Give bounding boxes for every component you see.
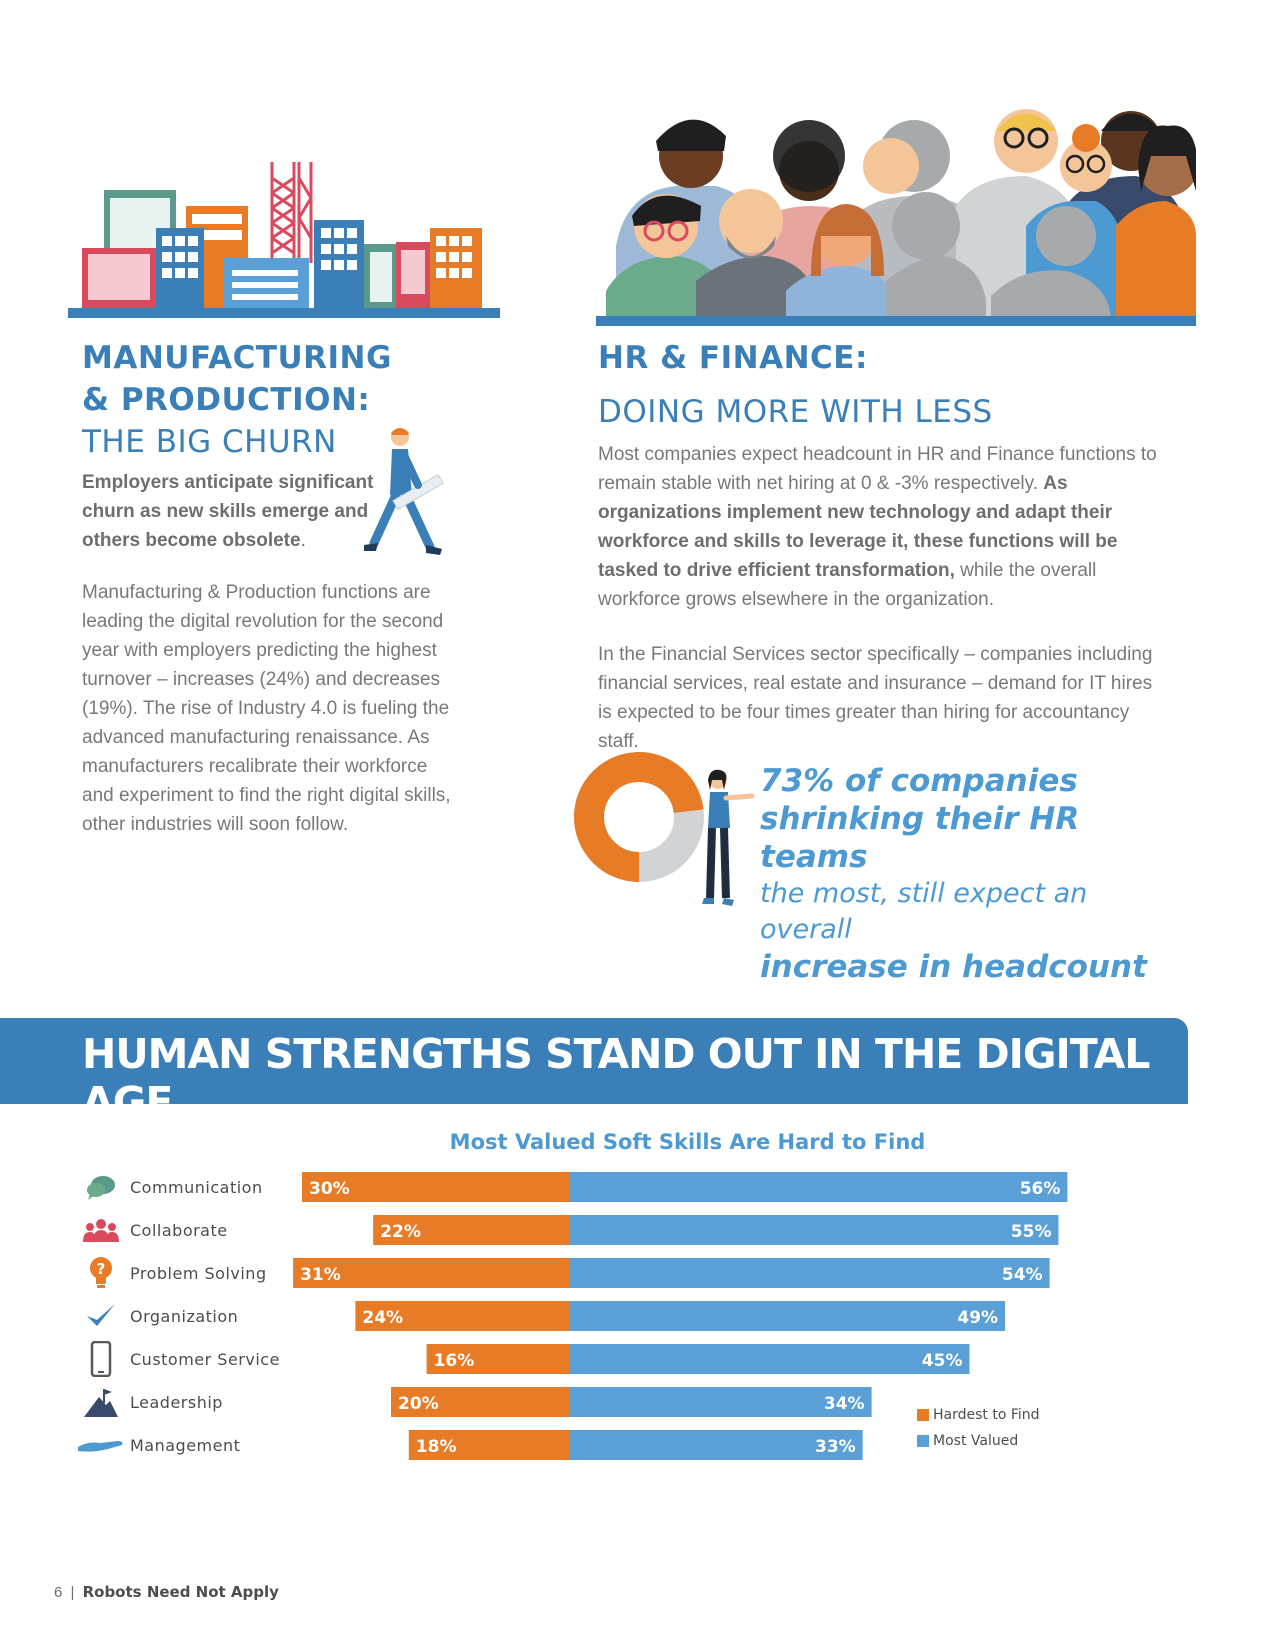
donut-value-arc [574,752,704,882]
category-row: ? Problem Solving [78,1256,288,1290]
category-row: Leadership [78,1387,288,1417]
legend-item-valued: Most Valued [917,1428,1040,1454]
bar-hardest-to-find [373,1215,569,1245]
bar-hardest-to-find [426,1344,569,1374]
smartphone-icon [78,1341,124,1377]
bar-most-valued [569,1215,1059,1245]
bar-label-hardest: 16% [434,1351,475,1371]
bar-most-valued [569,1258,1050,1288]
bar-hardest-to-find [391,1387,569,1417]
manufacturing-heading-line1: MANUFACTURING [82,340,392,376]
stat-line-2: shrinking their HR teams [760,801,1080,875]
legend-swatch-orange [917,1409,929,1421]
category-row: Management [78,1430,288,1460]
manufacturing-subheading: THE BIG CHURN [82,424,337,460]
mountain-flag-icon [78,1387,124,1417]
hr-statistic-callout: 73% of companies shrinking their HR team… [760,762,1180,986]
soft-skills-bar-chart: 30% 56% 22% 55% 31% 54% 24% 49% 16% 45% 20% 34% 18% 3… [293,1172,1068,1460]
checkmark-icon [78,1302,124,1330]
bar-most-valued [569,1172,1068,1202]
footer-separator: | [70,1584,75,1601]
bar-label-valued: 34% [824,1394,865,1414]
category-row: Communication [78,1172,288,1202]
legend-swatch-blue [917,1435,929,1447]
bar-label-hardest: 31% [300,1265,341,1285]
lead-period: . [300,530,306,551]
manufacturing-heading-line2: & PRODUCTION: [82,382,371,418]
lead-line-3: others become obsolete [82,530,301,551]
page-number: 6 [54,1584,63,1601]
hr-finance-subheading: DOING MORE WITH LESS [598,394,993,430]
hr-finance-paragraph-2: In the Financial Services sector specifi… [598,644,1153,752]
category-label: Collaborate [130,1220,228,1240]
bar-most-valued [569,1301,1006,1331]
woman-pointing-icon [702,769,755,906]
lead-line-1: Employers anticipate significant [82,472,374,493]
lightbulb-question-icon: ? [78,1256,124,1290]
walking-man-icon [364,428,444,555]
category-label: Organization [130,1306,239,1326]
radio-tower-icon [270,162,313,263]
bar-hardest-to-find [302,1172,569,1202]
category-row: Organization [78,1301,288,1331]
bar-label-hardest: 18% [416,1437,457,1457]
para1-plain: Most companies expect headcount in HR an… [598,444,1157,494]
bar-hardest-to-find [408,1430,569,1460]
hr-finance-paragraph-1: Most companies expect headcount in HR an… [598,440,1158,614]
bar-hardest-to-find [355,1301,569,1331]
people-group-icon [78,1218,124,1242]
category-row: Customer Service [78,1341,288,1377]
bar-label-valued: 54% [1002,1265,1043,1285]
speech-bubbles-icon [78,1174,124,1200]
bar-label-valued: 55% [1011,1222,1052,1242]
chart-legend: Hardest to Find Most Valued [917,1402,1040,1454]
bar-most-valued [569,1430,863,1460]
stat-line-4: increase in headcount [760,949,1147,985]
cityscape-illustration [68,162,500,318]
lead-line-2: churn as new skills emerge and [82,501,369,522]
bar-label-hardest: 24% [362,1308,403,1328]
banner-title: HUMAN STRENGTHS STAND OUT IN THE DIGITAL… [82,1030,1150,1126]
category-label: Leadership [130,1392,223,1412]
bar-label-hardest: 22% [380,1222,421,1242]
category-label: Management [130,1435,241,1455]
bar-most-valued [569,1387,872,1417]
category-label: Problem Solving [130,1263,267,1283]
para1-end: while the overall workforce grows elsewh… [598,560,1097,610]
open-hand-icon [78,1437,124,1453]
bar-label-valued: 56% [1020,1179,1061,1199]
bar-most-valued [569,1344,970,1374]
bar-hardest-to-find [293,1258,569,1288]
section-banner: HUMAN STRENGTHS STAND OUT IN THE DIGITAL… [0,1018,1188,1126]
crowd-illustration [596,109,1196,326]
category-label: Communication [130,1177,263,1197]
stat-line-3: the most, still expect an overall [760,878,1088,945]
footer-title: Robots Need Not Apply [82,1583,279,1601]
manufacturing-lead: Employers anticipate significant churn a… [82,468,382,555]
bar-label-valued: 49% [957,1308,998,1328]
hr-donut-chart [574,752,704,882]
bar-label-valued: 45% [922,1351,963,1371]
stat-line-1: 73% of companies [760,763,1078,799]
para1-bold: As organizations implement new technolog… [598,473,1118,581]
hr-finance-heading: HR & FINANCE: [598,340,868,376]
category-label: Customer Service [130,1349,280,1369]
svg-text:?: ? [97,1260,106,1278]
legend-label-hardest: Hardest to Find [933,1407,1040,1423]
bar-label-valued: 33% [815,1437,856,1457]
category-row: Collaborate [78,1215,288,1245]
legend-item-hardest: Hardest to Find [917,1402,1040,1428]
page-footer: 6 | Robots Need Not Apply [54,1583,279,1601]
chart-title: Most Valued Soft Skills Are Hard to Find [449,1130,926,1154]
bar-label-hardest: 30% [309,1179,350,1199]
legend-label-valued: Most Valued [933,1433,1019,1449]
manufacturing-body: Manufacturing & Production functions are… [82,582,451,835]
bar-label-hardest: 20% [398,1394,439,1414]
